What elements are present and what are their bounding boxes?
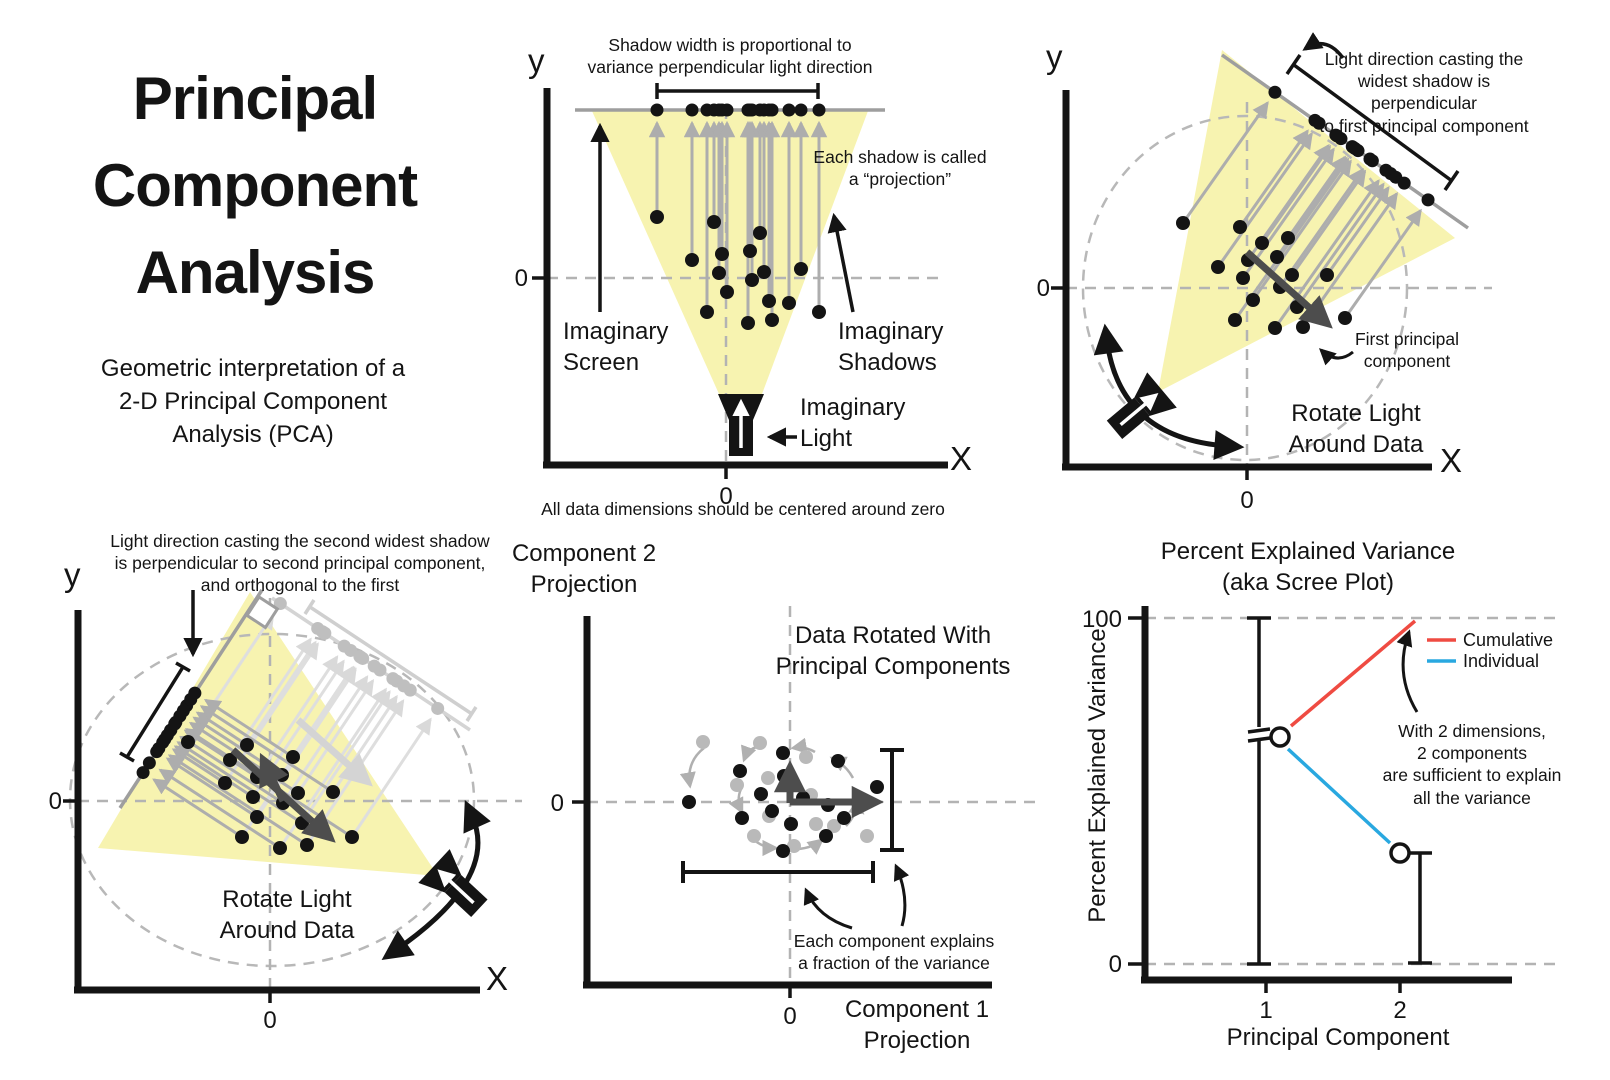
note-arrow-right-icon — [893, 863, 910, 927]
right-angle-marker-icon — [244, 594, 280, 630]
light-cone — [592, 111, 868, 394]
axis-ticks — [1051, 286, 1249, 480]
component2-variance-bracket — [880, 748, 904, 852]
flashlight-icon — [718, 394, 764, 456]
axis-ticks — [572, 800, 792, 998]
first-pc-panel-graphics — [1051, 32, 1492, 480]
flashlight-icon — [418, 849, 488, 918]
ghost-bracket — [303, 599, 478, 722]
component1-variance-bracket — [681, 861, 875, 883]
errorbar-break-marks — [1247, 727, 1271, 743]
axis-ticks — [63, 799, 272, 1003]
flashlight-icon — [1106, 372, 1177, 440]
scree-panel-graphics — [1128, 606, 1556, 993]
pc2-marker — [1389, 842, 1411, 864]
first-pc-arrow-icon — [1244, 249, 1333, 329]
shadow-panel-graphics — [532, 83, 948, 479]
pc1-variance-errorbar — [1247, 616, 1271, 966]
cumulative-line — [1289, 619, 1417, 728]
ghost-pc-arrow-icon — [295, 717, 373, 787]
light-cone — [98, 592, 438, 876]
note-arrow-left-icon — [803, 887, 853, 930]
second-pc-arrow-icon — [259, 752, 289, 803]
rotation-circle-dashed — [1081, 114, 1409, 462]
note-pointer-arrow-icon — [1396, 629, 1419, 713]
axes — [1141, 606, 1512, 984]
axis-ticks — [532, 276, 728, 479]
projections — [1176, 85, 1435, 335]
shadow-width-bracket — [1285, 54, 1460, 191]
individual-line — [1286, 747, 1392, 845]
pc1-marker — [1269, 726, 1291, 748]
second-pc-panel-graphics — [63, 589, 522, 1003]
light-cone — [1158, 50, 1455, 392]
projections — [648, 103, 828, 330]
pc1-label-pointer-arrow-icon — [1318, 348, 1354, 366]
shadows-pointer-arrow-icon — [827, 212, 855, 313]
rotated-panel-graphics — [572, 606, 1040, 998]
shadow-width-bracket — [119, 661, 191, 763]
shadow-width-bracket — [655, 83, 820, 99]
screen-rotation-hint-arrow-icon — [1302, 32, 1345, 60]
pc2-variance-errorbar — [1408, 851, 1432, 965]
axis-ticks — [1128, 616, 1402, 993]
